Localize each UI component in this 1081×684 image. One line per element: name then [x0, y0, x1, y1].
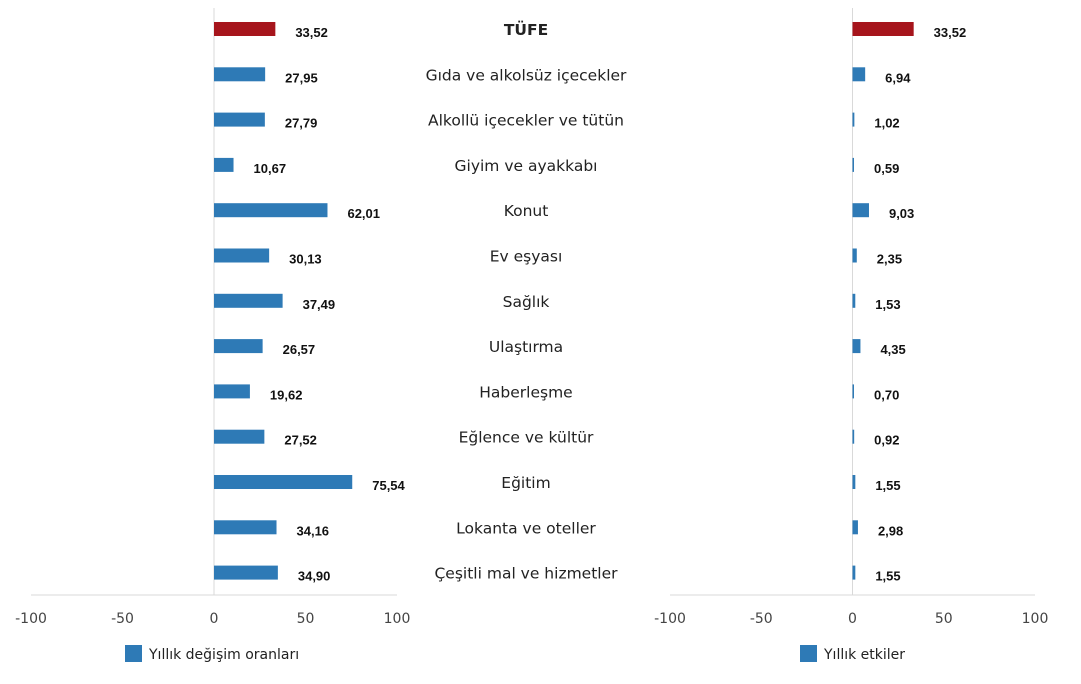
category-label: Eğlence ve kültür: [459, 429, 594, 447]
right-data-label: 0,70: [874, 387, 899, 402]
category-label: TÜFE: [504, 20, 548, 39]
right-bar: [852, 67, 866, 82]
right-data-label: 9,03: [889, 206, 914, 221]
right-bar: [852, 112, 855, 127]
left-data-label: 30,13: [289, 252, 322, 267]
left-bar: [214, 112, 265, 127]
right-data-label: 6,94: [885, 70, 911, 85]
right-bar: [852, 248, 857, 263]
category-label: Sağlık: [503, 293, 550, 311]
right-legend-label: Yıllık etkiler: [823, 647, 905, 663]
right-tick-label: 100: [1022, 611, 1049, 627]
right-data-label: 0,92: [874, 433, 899, 448]
category-label: Giyim ve ayakkabı: [455, 157, 598, 175]
left-bar: [214, 520, 277, 535]
left-bar: [214, 248, 270, 263]
left-data-label: 37,49: [303, 297, 336, 312]
right-bar: [852, 339, 861, 354]
left-data-label: 27,79: [285, 116, 318, 131]
right-bar: [852, 203, 869, 218]
right-bar: [852, 157, 854, 172]
left-data-label: 34,90: [298, 569, 331, 584]
left-data-label: 10,67: [254, 161, 287, 176]
left-bar: [214, 67, 266, 82]
left-legend-swatch: [125, 645, 142, 662]
left-bar: [214, 339, 263, 354]
left-tick-label: -50: [111, 611, 134, 627]
right-tick-label: 50: [935, 611, 953, 627]
right-bar: [852, 384, 854, 399]
left-data-label: 27,95: [285, 70, 318, 85]
right-data-label: 1,53: [875, 297, 900, 312]
right-tick-label: -100: [654, 611, 686, 627]
right-data-label: 0,59: [874, 161, 899, 176]
category-label: Eğitim: [501, 474, 550, 492]
right-bar: [852, 475, 856, 489]
category-label: Ulaştırma: [489, 338, 563, 356]
category-label: Haberleşme: [479, 383, 572, 401]
category-label: Gıda ve alkolsüz içecekler: [426, 66, 627, 84]
left-data-label: 19,62: [270, 387, 303, 402]
right-data-label: 1,02: [874, 116, 899, 131]
right-bar: [852, 22, 914, 36]
right-bar: [852, 565, 856, 580]
left-data-label: 75,54: [372, 478, 405, 493]
left-data-label: 34,16: [297, 523, 330, 538]
category-label: Konut: [504, 202, 549, 220]
left-data-label: 33,52: [295, 25, 328, 40]
left-data-label: 62,01: [347, 206, 380, 221]
left-bar: [214, 157, 234, 172]
category-label: Ev eşyası: [490, 248, 563, 266]
category-label: Lokanta ve oteller: [456, 519, 596, 537]
right-data-label: 33,52: [934, 25, 967, 40]
left-bar: [214, 22, 276, 36]
right-legend-swatch: [800, 645, 817, 662]
right-data-label: 4,35: [880, 342, 905, 357]
right-data-label: 2,98: [878, 523, 903, 538]
left-bar: [214, 384, 250, 399]
right-bar: [852, 293, 856, 308]
left-legend-label: Yıllık değişim oranları: [148, 647, 299, 663]
left-tick-label: 0: [210, 611, 219, 627]
left-tick-label: -100: [15, 611, 47, 627]
left-data-label: 27,52: [284, 433, 317, 448]
left-bar: [214, 203, 328, 218]
left-bar: [214, 429, 265, 444]
left-bar: [214, 293, 283, 308]
right-bar: [852, 429, 855, 444]
right-tick-label: 0: [848, 611, 857, 627]
right-data-label: 1,55: [875, 569, 900, 584]
right-data-label: 2,35: [877, 252, 902, 267]
left-data-label: 26,57: [283, 342, 316, 357]
category-label: Alkollü içecekler ve tütün: [428, 112, 624, 130]
left-bar: [214, 475, 353, 489]
category-label: Çeşitli mal ve hizmetler: [434, 565, 618, 583]
right-bar: [852, 520, 858, 535]
left-bar: [214, 565, 278, 580]
right-tick-label: -50: [750, 611, 773, 627]
left-tick-label: 50: [297, 611, 315, 627]
right-data-label: 1,55: [875, 478, 900, 493]
left-tick-label: 100: [384, 611, 411, 627]
